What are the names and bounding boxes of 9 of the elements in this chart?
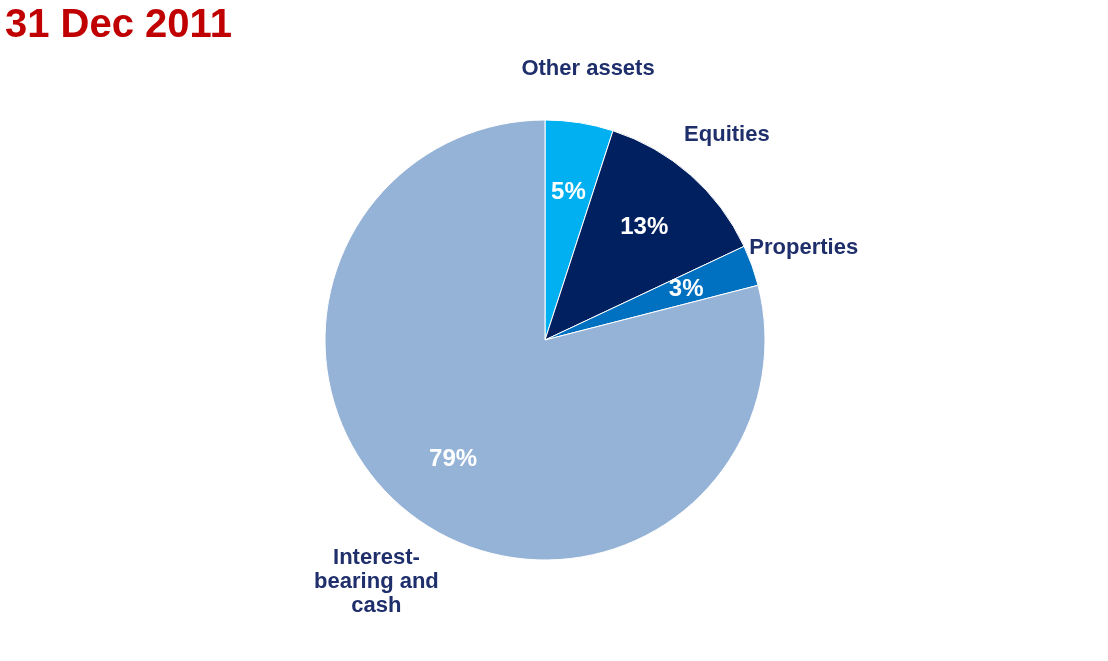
slice-label: Other assets — [521, 55, 655, 81]
slice-label: Equities — [684, 120, 770, 146]
data-label: 3% — [668, 274, 704, 302]
data-label: 13% — [620, 212, 669, 240]
data-label: 5% — [551, 176, 586, 204]
slice-label: Interest-bearing and cash — [314, 544, 439, 618]
slice-label: Properties — [749, 233, 859, 259]
chart-title: 31 Dec 2011 — [5, 1, 232, 45]
data-label: 79% — [429, 443, 478, 471]
